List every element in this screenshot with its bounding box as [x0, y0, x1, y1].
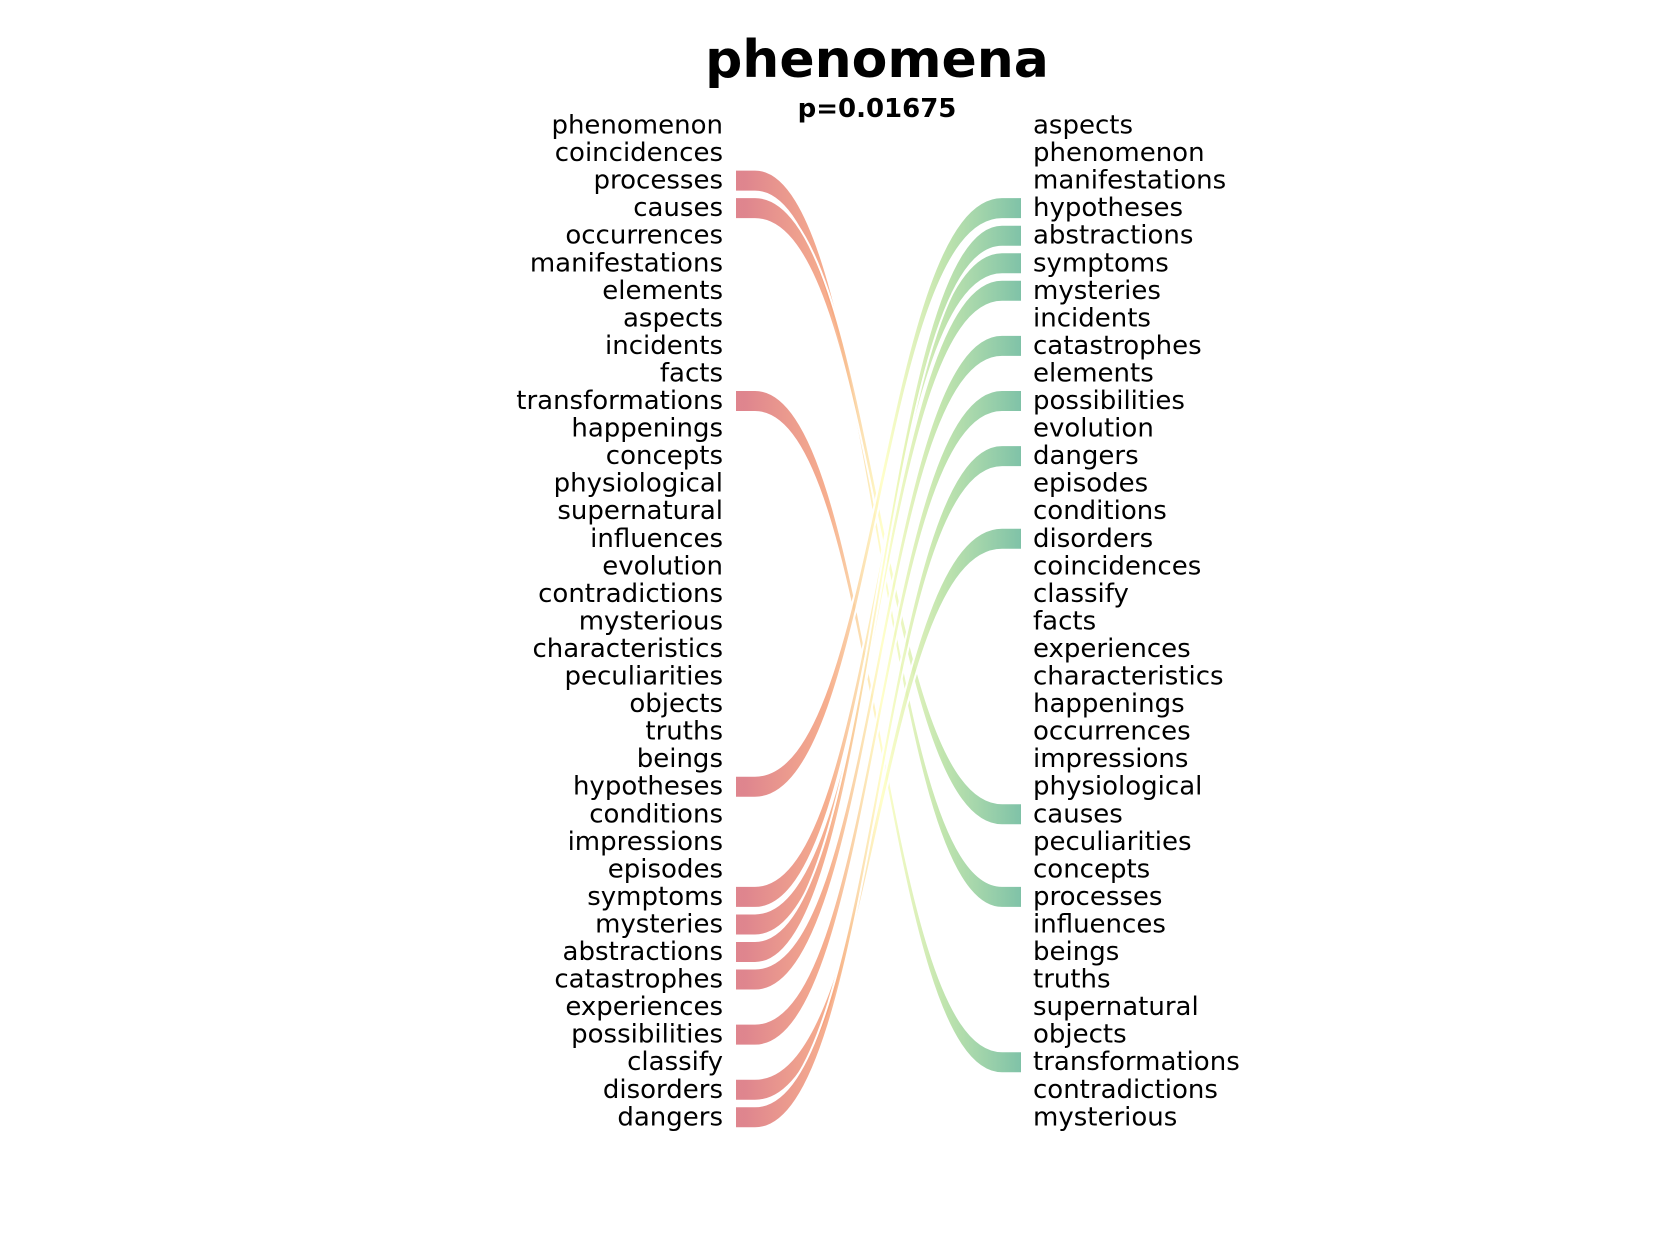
left-word-label: concepts: [606, 441, 723, 471]
left-word-label: causes: [633, 193, 723, 223]
right-word-label: aspects: [1033, 111, 1133, 141]
diagram-subtitle: p=0.01675: [798, 94, 957, 124]
right-word-label: contradictions: [1033, 1075, 1218, 1105]
left-word-label: conditions: [589, 799, 723, 829]
right-word-label: transformations: [1033, 1047, 1240, 1077]
right-word-label: possibilities: [1033, 386, 1185, 416]
right-word-label: incidents: [1033, 303, 1151, 333]
right-word-label: occurrences: [1033, 717, 1191, 747]
right-word-column: aspectsphenomenonmanifestationshypothese…: [1033, 111, 1240, 1133]
right-word-label: happenings: [1033, 689, 1185, 719]
left-word-label: influences: [590, 524, 723, 554]
left-word-label: peculiarities: [564, 662, 723, 692]
right-word-label: objects: [1033, 1020, 1127, 1050]
left-word-label: dangers: [617, 1102, 723, 1132]
left-word-label: aspects: [623, 303, 723, 333]
left-word-label: coincidences: [555, 138, 723, 168]
left-word-label: possibilities: [571, 1020, 723, 1050]
diagram-title: phenomena: [705, 30, 1049, 90]
right-word-label: abstractions: [1033, 221, 1193, 251]
left-word-label: supernatural: [557, 496, 723, 526]
left-word-label: symptoms: [587, 882, 723, 912]
left-word-label: contradictions: [538, 579, 723, 609]
link-band-dangers: [734, 444, 1023, 1130]
right-word-label: physiological: [1033, 772, 1202, 802]
right-word-label: manifestations: [1033, 166, 1226, 196]
left-word-label: elements: [602, 276, 723, 306]
right-word-label: elements: [1033, 358, 1154, 388]
right-word-label: phenomenon: [1033, 138, 1205, 168]
link-band-catastrophes: [734, 333, 1023, 992]
left-word-label: episodes: [608, 854, 723, 884]
right-word-label: symptoms: [1033, 248, 1169, 278]
right-word-label: disorders: [1033, 524, 1153, 554]
right-word-label: impressions: [1033, 744, 1188, 774]
left-word-label: mysteries: [595, 909, 723, 939]
left-word-label: incidents: [605, 331, 723, 361]
right-word-label: mysteries: [1033, 276, 1161, 306]
left-word-label: catastrophes: [554, 965, 723, 995]
right-word-label: mysterious: [1033, 1102, 1177, 1132]
left-word-label: physiological: [554, 469, 723, 499]
left-word-label: experiences: [565, 992, 723, 1022]
left-word-label: mysterious: [579, 606, 723, 636]
link-band-possibilities: [734, 389, 1023, 1047]
left-word-label: occurrences: [565, 221, 723, 251]
right-word-label: episodes: [1033, 469, 1148, 499]
left-word-label: phenomenon: [551, 111, 723, 141]
right-word-label: conditions: [1033, 496, 1167, 526]
right-word-label: classify: [1033, 579, 1129, 609]
left-word-label: impressions: [568, 827, 723, 857]
right-word-label: evolution: [1033, 414, 1154, 444]
right-word-label: peculiarities: [1033, 827, 1192, 857]
right-word-label: facts: [1033, 606, 1096, 636]
link-band-hypotheses: [734, 196, 1023, 799]
right-word-label: experiences: [1033, 634, 1191, 664]
left-word-label: transformations: [516, 386, 723, 416]
left-word-label: happenings: [571, 414, 723, 444]
left-word-label: objects: [629, 689, 723, 719]
right-word-label: influences: [1033, 909, 1166, 939]
right-word-label: concepts: [1033, 854, 1150, 884]
right-word-label: beings: [1033, 937, 1119, 967]
right-word-label: coincidences: [1033, 551, 1201, 581]
left-word-label: evolution: [602, 551, 723, 581]
right-word-label: dangers: [1033, 441, 1139, 471]
left-word-label: facts: [660, 358, 723, 388]
left-word-label: disorders: [603, 1075, 723, 1105]
left-word-label: truths: [645, 717, 723, 747]
right-word-label: supernatural: [1033, 992, 1199, 1022]
right-word-label: hypotheses: [1033, 193, 1183, 223]
left-word-label: hypotheses: [573, 772, 723, 802]
right-word-label: truths: [1033, 965, 1111, 995]
right-word-label: catastrophes: [1033, 331, 1202, 361]
right-word-label: processes: [1033, 882, 1162, 912]
right-word-label: characteristics: [1033, 662, 1224, 692]
left-word-label: manifestations: [530, 248, 723, 278]
left-word-label: abstractions: [563, 937, 723, 967]
left-word-label: characteristics: [532, 634, 723, 664]
link-bands: [734, 168, 1023, 1130]
link-band-abstractions: [734, 223, 1023, 964]
left-word-column: phenomenoncoincidencesprocessescausesocc…: [516, 111, 723, 1133]
right-word-label: causes: [1033, 799, 1123, 829]
left-word-label: processes: [594, 166, 723, 196]
left-word-label: beings: [637, 744, 723, 774]
left-word-label: classify: [627, 1047, 723, 1077]
